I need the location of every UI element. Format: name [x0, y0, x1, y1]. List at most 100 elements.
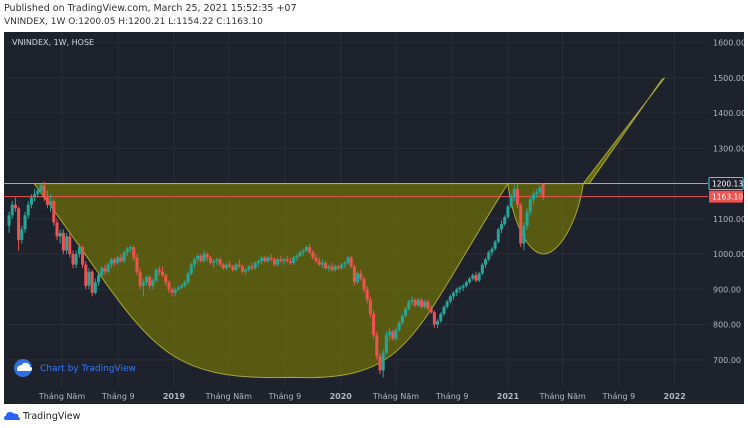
candle — [304, 245, 308, 253]
candle-body — [282, 259, 286, 262]
candle-body — [477, 273, 481, 281]
candle-body — [71, 254, 75, 265]
candle-body — [487, 252, 491, 260]
last-price-tag — [709, 190, 743, 203]
candle-body — [404, 308, 408, 316]
candle — [285, 255, 289, 263]
candle-body — [375, 335, 379, 357]
candle — [525, 208, 529, 230]
candle-body — [17, 208, 21, 240]
candle-body — [7, 215, 11, 226]
candle-body — [29, 197, 33, 205]
y-tick-label: 1600.00 — [713, 39, 744, 48]
candle — [87, 268, 91, 290]
candle — [515, 183, 519, 209]
candle-body — [193, 259, 197, 265]
candle-body — [381, 352, 385, 371]
candle-body — [336, 266, 340, 269]
x-tick-label: 2019 — [163, 392, 186, 401]
candle — [276, 257, 280, 267]
candle — [263, 255, 267, 263]
candle — [240, 264, 244, 274]
candle — [413, 298, 417, 307]
candle-body — [512, 188, 516, 196]
candle-body — [515, 188, 519, 205]
x-tick-label: Tháng 9 — [602, 392, 636, 401]
candle — [253, 261, 257, 270]
price-lines — [4, 183, 708, 198]
candle-body — [503, 217, 507, 225]
candle — [388, 328, 392, 341]
candle — [426, 299, 430, 311]
candle-body — [311, 252, 315, 258]
candle-body — [301, 250, 305, 253]
candle — [58, 229, 62, 244]
candle-body — [212, 261, 216, 263]
x-tick-label: Tháng 9 — [101, 392, 135, 401]
candle-body — [468, 278, 472, 283]
candle — [509, 194, 513, 209]
candle — [151, 278, 155, 290]
candle — [125, 247, 129, 256]
candle — [493, 239, 497, 251]
candle-body — [77, 247, 81, 255]
candle — [269, 254, 273, 262]
candle — [368, 296, 372, 318]
price-chart[interactable]: 700.00800.00900.001000.001100.001200.001… — [4, 32, 746, 404]
x-tick-label: Tháng Năm — [205, 392, 252, 401]
candle-body — [384, 335, 388, 353]
candle-body — [317, 261, 321, 265]
candle — [199, 254, 203, 263]
candle-body — [394, 329, 398, 339]
candle-body — [221, 264, 225, 269]
candle-body — [113, 259, 117, 263]
footer-brand: TradingView — [23, 410, 81, 422]
candle-body — [65, 236, 69, 251]
candle — [420, 298, 424, 309]
candle-body — [202, 254, 206, 262]
candle — [480, 262, 484, 276]
candle-body — [541, 183, 545, 197]
candle-body — [304, 247, 308, 251]
candle-body — [397, 322, 401, 330]
candle-body — [535, 192, 539, 195]
candle-body — [372, 313, 376, 336]
candle-body — [234, 264, 238, 270]
candle-body — [522, 225, 526, 244]
candle — [308, 243, 312, 255]
candle-body — [496, 229, 500, 242]
candle-body — [528, 199, 532, 212]
watermark[interactable]: Chart by TradingView — [14, 359, 136, 377]
candle — [113, 257, 117, 267]
chart-panel[interactable]: 700.00800.00900.001000.001100.001200.001… — [4, 32, 746, 404]
candle — [212, 259, 216, 269]
candle-body — [180, 285, 184, 288]
candle-body — [525, 211, 529, 226]
cloud-icon — [17, 362, 32, 371]
candle — [193, 257, 197, 269]
candle-body — [362, 278, 366, 290]
candle-body — [531, 194, 535, 200]
candle — [45, 190, 49, 209]
candle — [218, 257, 222, 267]
candle — [474, 271, 478, 283]
candle-body — [500, 224, 504, 230]
candle-body — [272, 259, 276, 265]
candle — [500, 220, 504, 233]
candle-body — [61, 232, 65, 251]
candle — [381, 349, 385, 378]
candle — [52, 199, 56, 226]
candle-body — [256, 261, 260, 263]
price-axis[interactable]: 700.00800.00900.001000.001100.001200.001… — [708, 32, 746, 404]
candle-body — [330, 266, 334, 270]
candle — [512, 185, 516, 202]
candle-body — [276, 259, 280, 265]
candle-body — [125, 248, 129, 253]
candle — [103, 264, 107, 276]
y-tick-label: 1500.00 — [713, 74, 744, 83]
time-axis[interactable]: Tháng Năm Tháng 9 2019 Tháng Năm Tháng 9 2020… — [38, 392, 686, 401]
handle-shape — [507, 183, 584, 255]
candle-body — [378, 356, 382, 371]
candle — [183, 280, 187, 288]
candle-body — [391, 331, 395, 339]
